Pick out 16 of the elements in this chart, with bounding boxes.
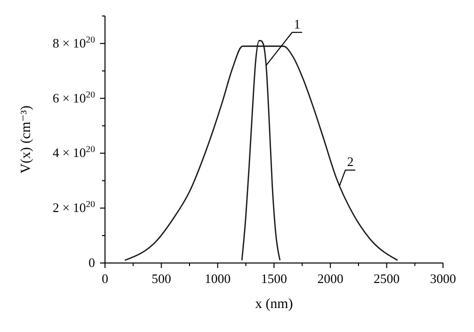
x-tick-label: 500 (152, 271, 172, 286)
x-tick-label: 2000 (317, 271, 344, 286)
x-axis-title: x (nm) (255, 297, 294, 312)
annotation: 2 (347, 154, 354, 170)
y-tick-label: 8 × 10$^{20}$ (52, 34, 96, 50)
y-tick-label: 0 (88, 255, 95, 270)
x-tick-label: 3000 (430, 271, 456, 286)
annotation: 1 (294, 16, 300, 32)
x-tick-label: 1500 (261, 271, 287, 286)
y-tick-label: 2 × 10$^{20}$ (52, 199, 96, 216)
y-axis-title: V(x) (cm⁻³) (19, 105, 34, 174)
x-tick-label: 0 (102, 271, 108, 286)
x-tick-label: 1000 (204, 271, 231, 286)
y-tick-label: 6 × 10$^{20}$ (52, 89, 96, 106)
x-tick-label: 2500 (374, 271, 400, 286)
y-tick-label: 4 × 10$^{20}$ (52, 144, 96, 160)
